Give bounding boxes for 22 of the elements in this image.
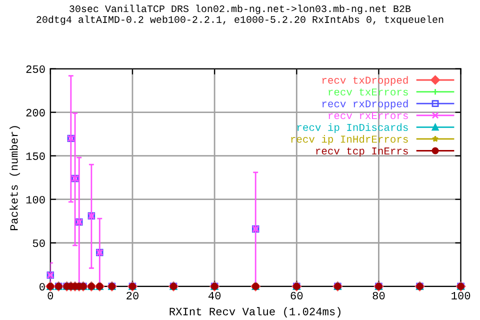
- legend-label: recv ip InHdrErrors: [291, 135, 408, 145]
- x-tick-label: 20: [126, 292, 138, 300]
- x-axis-title: RXInt Recv Value (1.024ms): [170, 307, 340, 318]
- y-tick-label: 150: [26, 152, 45, 160]
- y-axis-title: Packets (number): [10, 126, 20, 230]
- y-tick-label: 0: [40, 282, 45, 291]
- legend-label: recv ip InDiscards: [297, 123, 408, 133]
- x-tick-label: 100: [452, 292, 470, 300]
- y-tick-label: 200: [26, 108, 45, 116]
- legend-label: recv rxErrors: [328, 112, 408, 120]
- x-tick-label: 40: [208, 292, 221, 300]
- legend-label: recv txDropped: [322, 76, 408, 86]
- y-tick-label: 100: [26, 196, 45, 204]
- legend-label: recv rxDropped: [322, 100, 408, 110]
- legend-label: recv tcp InErrs: [316, 147, 408, 157]
- y-tick-label: 50: [32, 239, 45, 248]
- x-tick-label: 0: [48, 292, 54, 300]
- chart-title: 30sec VanillaTCP DRS lon02.mb-ng.net->lon03.mb-ng.net B2B 20dtg4 altAIMD-0.2 web100-2.2.1, e1000-5.2.20 RxIntAbs 0, txqueuelen: [36, 4, 444, 25]
- x-tick-label: 80: [372, 292, 385, 300]
- y-tick-label: 250: [26, 65, 45, 73]
- legend-label: recv txErrors: [328, 88, 408, 96]
- x-tick-label: 60: [290, 292, 303, 300]
